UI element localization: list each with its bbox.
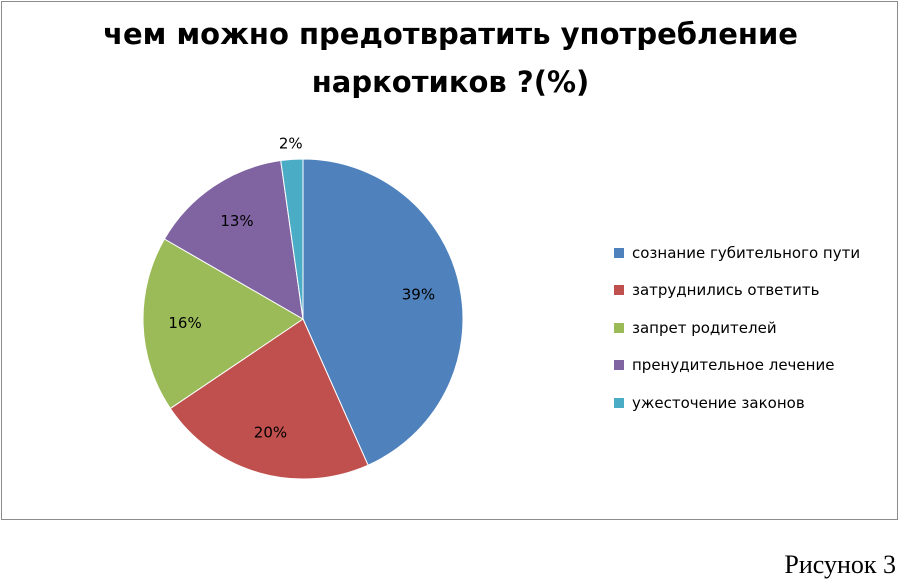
legend-label: ужесточение законов <box>632 393 805 412</box>
pie-slice-zatrudnilis <box>169 318 369 480</box>
pie-chart: 39% 20% 16% 13% 2% <box>142 134 464 480</box>
legend-item-zapret: запрет родителей <box>614 309 860 347</box>
slice-label-zatrudnilis: 20% <box>254 423 287 441</box>
legend-label: сознание губительного пути <box>632 243 861 262</box>
legend-label: затруднились ответить <box>632 281 820 300</box>
pie-slice-zapret <box>142 238 304 410</box>
slice-label-zakony: 2% <box>279 134 303 152</box>
legend-swatch <box>614 322 624 333</box>
legend-swatch <box>614 360 624 371</box>
chart-title-line-2: наркотиков ?(%) <box>311 65 590 99</box>
chart-title-line-1: чем можно предотвратить употребление <box>103 17 798 51</box>
slice-label-soznanie: 39% <box>402 285 435 303</box>
legend-label: запрет родителей <box>632 318 777 337</box>
legend-swatch <box>614 397 624 408</box>
slice-label-lechenie: 13% <box>220 212 253 230</box>
legend-swatch <box>614 247 624 258</box>
figure-caption: Рисунок 3 <box>784 550 896 579</box>
chart-legend: сознание губительного пути затруднились о… <box>614 234 860 422</box>
chart-frame: чем можно предотвратить употребление нар… <box>1 1 898 520</box>
chart-title: чем можно предотвратить употребление нар… <box>2 10 899 106</box>
pie-slice-zakony <box>280 158 304 320</box>
legend-item-lechenie: пренудительное лечение <box>614 347 860 385</box>
pie-slice-lechenie <box>163 159 304 320</box>
slice-label-zapret: 16% <box>168 314 201 332</box>
legend-item-zatrudnilis: затруднились ответить <box>614 272 860 310</box>
legend-item-soznanie: сознание губительного пути <box>614 234 860 272</box>
pie-slice-soznanie <box>302 158 464 466</box>
legend-swatch <box>614 285 624 296</box>
legend-item-zakony: ужесточение законов <box>614 384 860 422</box>
legend-label: пренудительное лечение <box>632 356 835 375</box>
